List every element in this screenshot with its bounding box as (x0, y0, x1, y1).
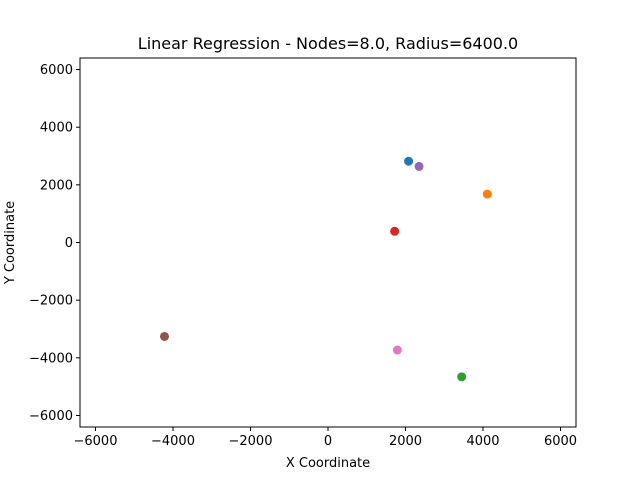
data-point (159, 331, 169, 341)
data-point (414, 161, 424, 171)
data-point (404, 156, 414, 166)
plot-area (159, 156, 492, 382)
y-tick-label: 4000 (40, 121, 73, 136)
x-tick-label: 6000 (544, 434, 577, 449)
data-point (392, 345, 402, 355)
x-tick-label: −2000 (229, 434, 273, 449)
x-tick-label: −6000 (74, 434, 118, 449)
y-tick-label: −4000 (29, 351, 73, 366)
y-tick-label: 0 (65, 236, 73, 251)
data-point (482, 189, 492, 199)
ticks: −6000 −4000 −2000 0 2000 4000 6000 −6000 −4000 −2… (29, 63, 577, 449)
chart-title: Linear Regression - Nodes=8.0, Radius=64… (138, 34, 518, 53)
x-tick-label: 4000 (466, 434, 499, 449)
y-axis-label: Y Coordinate (3, 201, 18, 285)
y-tick-label: 6000 (40, 63, 73, 78)
y-tick-label: −6000 (29, 409, 73, 424)
x-tick-label: 2000 (389, 434, 422, 449)
x-axis-label: X Coordinate (286, 456, 370, 471)
x-tick-label: −4000 (151, 434, 195, 449)
data-point (390, 226, 400, 236)
x-tick-label: 0 (324, 434, 332, 449)
y-tick-label: −2000 (29, 294, 73, 309)
y-tick-label: 2000 (40, 178, 73, 193)
data-point (457, 372, 467, 382)
